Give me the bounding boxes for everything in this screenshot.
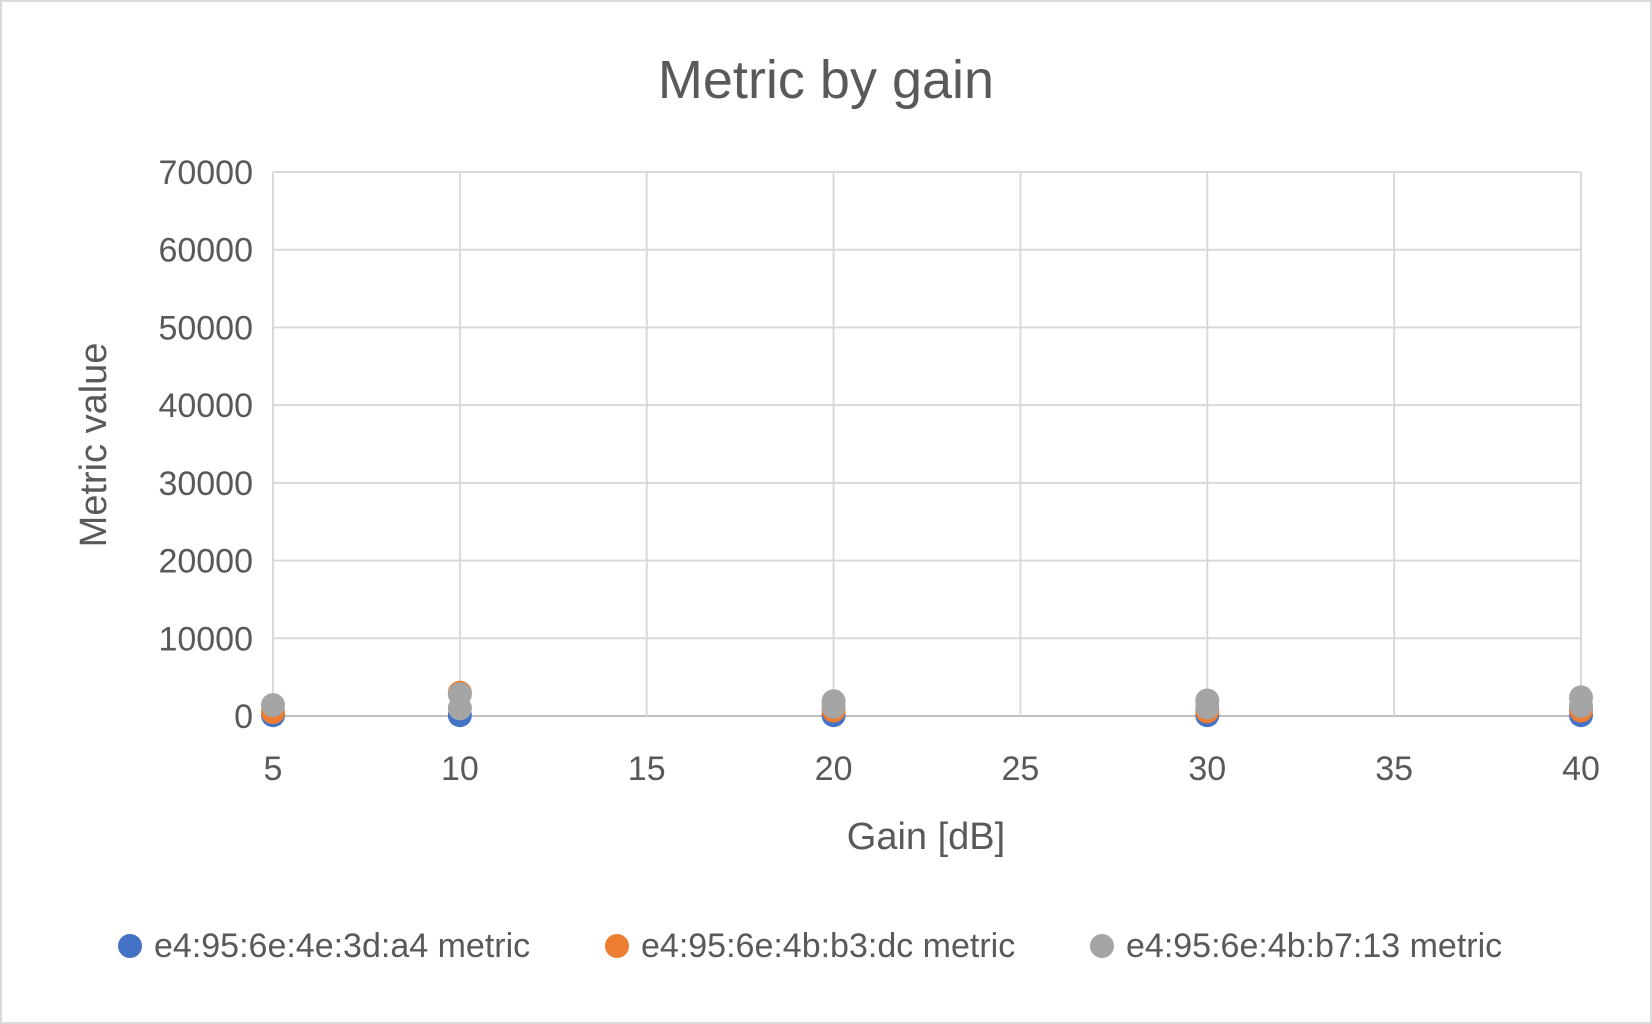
x-tick-label: 5 [264, 750, 283, 788]
y-axis-ticks: 0 10000 20000 30000 40000 50000 60000 70000 [158, 154, 253, 736]
x-axis-ticks: 5 10 15 20 25 30 35 40 [264, 750, 1600, 788]
y-tick-label: 60000 [158, 232, 253, 270]
x-tick-label: 10 [441, 750, 479, 788]
legend: e4:95:6e:4e:3d:a4 metric e4:95:6e:4b:b3:d… [118, 927, 1502, 965]
gridlines [272, 171, 1582, 717]
legend-label: e4:95:6e:4e:3d:a4 metric [154, 927, 530, 965]
y-tick-label: 70000 [158, 154, 253, 192]
data-points [261, 680, 1593, 728]
legend-item: e4:95:6e:4e:3d:a4 metric [118, 927, 530, 965]
y-tick-label: 30000 [158, 465, 253, 503]
legend-label: e4:95:6e:4b:b7:13 metric [1126, 927, 1502, 965]
y-tick-label: 10000 [158, 620, 253, 658]
x-tick-label: 40 [1562, 750, 1600, 788]
legend-item: e4:95:6e:4b:b3:dc metric [605, 927, 1015, 965]
x-axis-title: Gain [dB] [847, 816, 1005, 858]
x-tick-label: 30 [1188, 750, 1226, 788]
x-tick-label: 35 [1375, 750, 1413, 788]
y-tick-label: 20000 [158, 543, 253, 581]
x-tick-label: 20 [815, 750, 853, 788]
legend-marker [605, 934, 629, 958]
legend-marker [1090, 934, 1114, 958]
data-point [447, 682, 472, 707]
data-point [1569, 693, 1593, 718]
y-tick-label: 40000 [158, 387, 253, 425]
legend-label: e4:95:6e:4b:b3:dc metric [641, 927, 1015, 965]
series-3 [261, 682, 1593, 721]
y-tick-label: 0 [234, 698, 253, 736]
data-point [261, 693, 285, 718]
legend-item: e4:95:6e:4b:b7:13 metric [1090, 927, 1502, 965]
data-point [1195, 695, 1220, 720]
x-tick-label: 25 [1002, 750, 1040, 788]
data-point [821, 694, 846, 719]
chart-title: Metric by gain [658, 50, 994, 110]
x-tick-label: 15 [628, 750, 666, 788]
y-tick-label: 50000 [158, 309, 253, 347]
y-axis-title: Metric value [73, 343, 115, 548]
legend-marker [118, 934, 142, 958]
